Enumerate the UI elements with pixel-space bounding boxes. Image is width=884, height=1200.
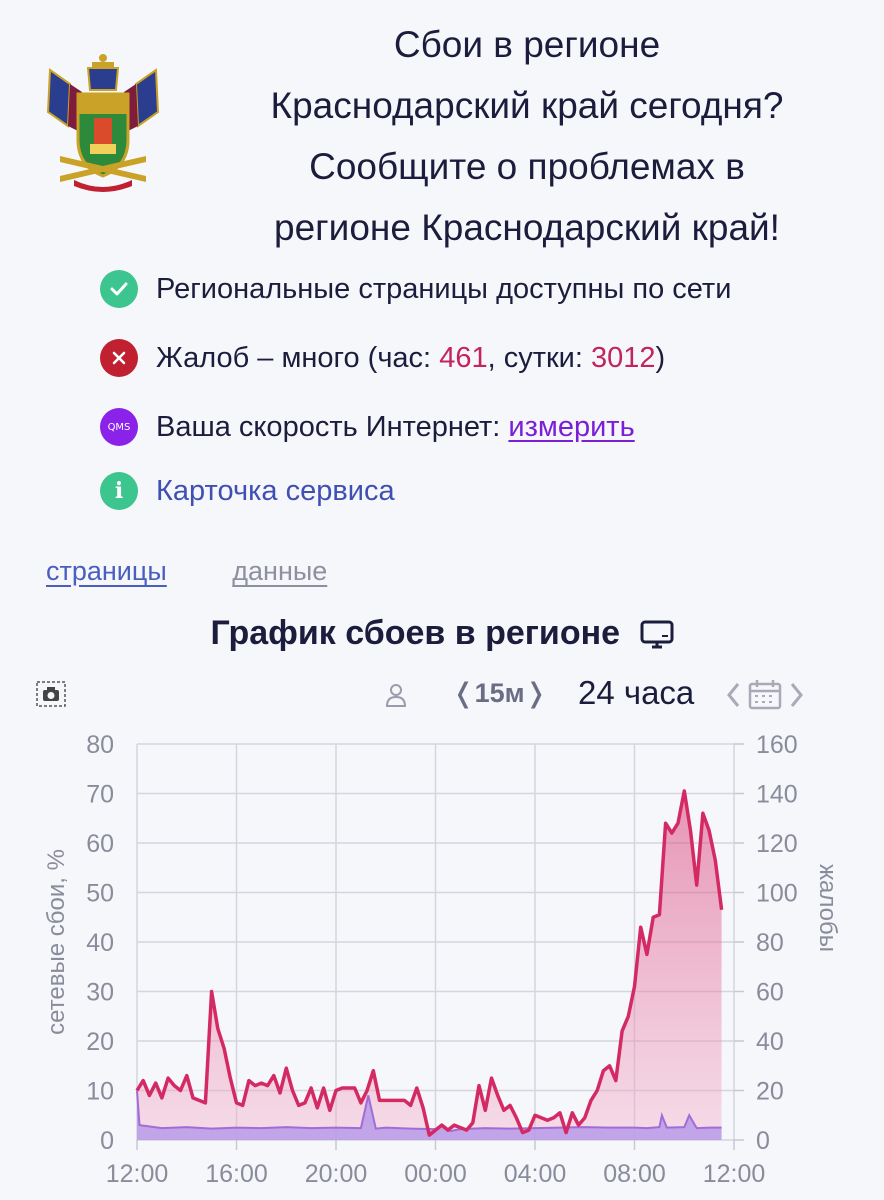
page-title-line: Сбои в регионе — [393, 24, 661, 65]
qms-badge-text: QMS — [107, 421, 131, 433]
y-left-tick-label: 50 — [86, 880, 114, 908]
chart-series — [135, 789, 724, 1140]
status-available-text: Региональные страницы доступны по сети — [156, 272, 732, 305]
header: Сбои в регионе Краснодарский край сегодн… — [0, 0, 884, 250]
page-title-line: Сообщите о проблемах в — [309, 146, 745, 187]
y-left-tick-label: 80 — [86, 731, 114, 759]
screenshot-camera-icon[interactable] — [36, 678, 66, 708]
x-tick-label: 08:00 — [603, 1160, 666, 1188]
x-tick-label: 04:00 — [504, 1160, 567, 1188]
coat-of-arms-icon — [46, 54, 160, 192]
y-right-tick-label: 20 — [756, 1078, 784, 1106]
status-complaints: Жалоб – много (час: 461, сутки: 3012) — [100, 333, 665, 383]
tab-data[interactable]: данные — [232, 556, 328, 586]
y-left-tick-label: 40 — [86, 929, 114, 957]
page-title-line: регионе Краснодарский край! — [274, 207, 780, 248]
status-service-card[interactable]: i Карточка сервиса — [100, 466, 395, 516]
y-left-tick-label: 10 — [86, 1078, 114, 1106]
y-right-tick-label: 160 — [756, 731, 798, 759]
complaints-suffix: ) — [655, 341, 666, 374]
y-left-tick-label: 60 — [86, 830, 114, 858]
view-tabs: страницы данные — [46, 556, 327, 587]
complaints-text: Жалоб – много (час: 461, сутки: 3012) — [156, 342, 665, 375]
chart-title-text: График сбоев в регионе — [210, 614, 621, 652]
x-tick-label: 12:00 — [703, 1160, 766, 1188]
y-left-tick-label: 0 — [100, 1127, 114, 1155]
user-icon[interactable] — [384, 682, 408, 708]
y-right-tick-label: 40 — [756, 1028, 784, 1056]
info-icon: i — [100, 472, 138, 510]
complaints-day-count: 3012 — [590, 341, 656, 374]
x-tick-label: 20:00 — [305, 1160, 368, 1188]
x-tick-label: 16:00 — [205, 1160, 268, 1188]
service-card-link[interactable]: Карточка сервиса — [156, 474, 395, 507]
error-icon — [100, 339, 138, 377]
status-available: Региональные страницы доступны по сети — [100, 264, 731, 314]
complaints-prefix: Жалоб – много (час: — [156, 341, 440, 374]
monitor-icon[interactable] — [640, 620, 674, 650]
check-icon — [100, 270, 138, 308]
y-right-tick-label: 140 — [756, 781, 798, 809]
complaints-mid: , сутки: — [487, 341, 591, 374]
y-right-tick-label: 60 — [756, 979, 784, 1007]
page-title-line: Краснодарский край сегодня? — [270, 85, 784, 126]
qms-icon: QMS — [100, 408, 138, 446]
y-right-tick-label: 100 — [756, 880, 798, 908]
complaints-area — [137, 791, 722, 1140]
page-title: Сбои в регионе Краснодарский край сегодн… — [212, 14, 842, 258]
interval-selector[interactable]: ❬15м❭ — [452, 678, 548, 708]
y-left-tick-label: 30 — [86, 979, 114, 1007]
x-tick-label: 00:00 — [404, 1160, 467, 1188]
chart-title: График сбоев в регионе — [0, 614, 884, 653]
y-left-tick-label: 20 — [86, 1028, 114, 1056]
speed-test-link[interactable]: измерить — [508, 410, 635, 443]
chart-toolbar: ❬15м❭ 24 часа — [0, 668, 884, 720]
y-right-tick-label: 80 — [756, 929, 784, 957]
tab-pages[interactable]: страницы — [46, 556, 167, 586]
x-tick-label: 12:00 — [106, 1160, 169, 1188]
calendar-icon[interactable] — [726, 678, 806, 712]
y-right-tick-label: 0 — [756, 1127, 770, 1155]
y-left-axis-label: сетевые сбои, % — [43, 849, 70, 1035]
y-right-tick-label: 120 — [756, 830, 798, 858]
speed-label: Ваша скорость Интернет: — [156, 410, 509, 443]
chart-axes: 0 0 10 20 20 40 30 60 40 80 50 100 60 120 70 140 80 160 12… — [43, 731, 841, 1188]
y-left-tick-label: 70 — [86, 781, 114, 809]
complaints-hour-count: 461 — [439, 341, 488, 374]
outages-line — [136, 1090, 722, 1133]
outage-chart[interactable]: 0 0 10 20 20 40 30 60 40 80 50 100 60 120 70 140 80 160 12… — [0, 720, 884, 1200]
y-right-axis-label: жалобы — [814, 864, 841, 952]
complaints-line — [135, 789, 724, 1137]
status-speed: QMS Ваша скорость Интернет: измерить — [100, 402, 635, 452]
period-label: 24 часа — [578, 674, 695, 711]
